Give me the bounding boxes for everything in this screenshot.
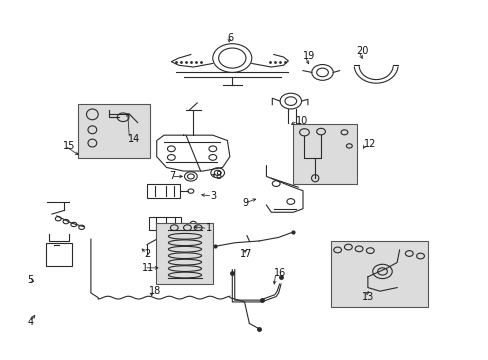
Bar xyxy=(45,243,72,266)
Text: 4: 4 xyxy=(27,317,34,327)
Text: 3: 3 xyxy=(210,191,216,201)
Bar xyxy=(156,223,213,284)
Text: 5: 5 xyxy=(27,275,34,285)
Bar xyxy=(147,184,180,198)
Text: 11: 11 xyxy=(142,263,154,273)
Bar xyxy=(293,125,356,184)
Text: 1: 1 xyxy=(205,224,211,233)
Text: 9: 9 xyxy=(242,198,248,208)
Text: 18: 18 xyxy=(149,286,162,296)
Bar xyxy=(330,241,427,307)
Bar xyxy=(78,104,150,158)
Text: 17: 17 xyxy=(239,248,251,258)
Text: 14: 14 xyxy=(127,134,140,144)
Text: 2: 2 xyxy=(144,248,150,258)
Text: 12: 12 xyxy=(363,139,376,149)
Text: 8: 8 xyxy=(215,171,221,181)
Text: 13: 13 xyxy=(361,292,373,302)
Text: 19: 19 xyxy=(303,51,315,61)
Text: 16: 16 xyxy=(273,268,285,278)
Bar xyxy=(149,217,181,230)
Text: 20: 20 xyxy=(356,46,368,56)
Text: 10: 10 xyxy=(295,116,307,126)
Text: 7: 7 xyxy=(168,171,175,181)
Text: 6: 6 xyxy=(227,33,233,43)
Text: 15: 15 xyxy=(63,141,75,151)
